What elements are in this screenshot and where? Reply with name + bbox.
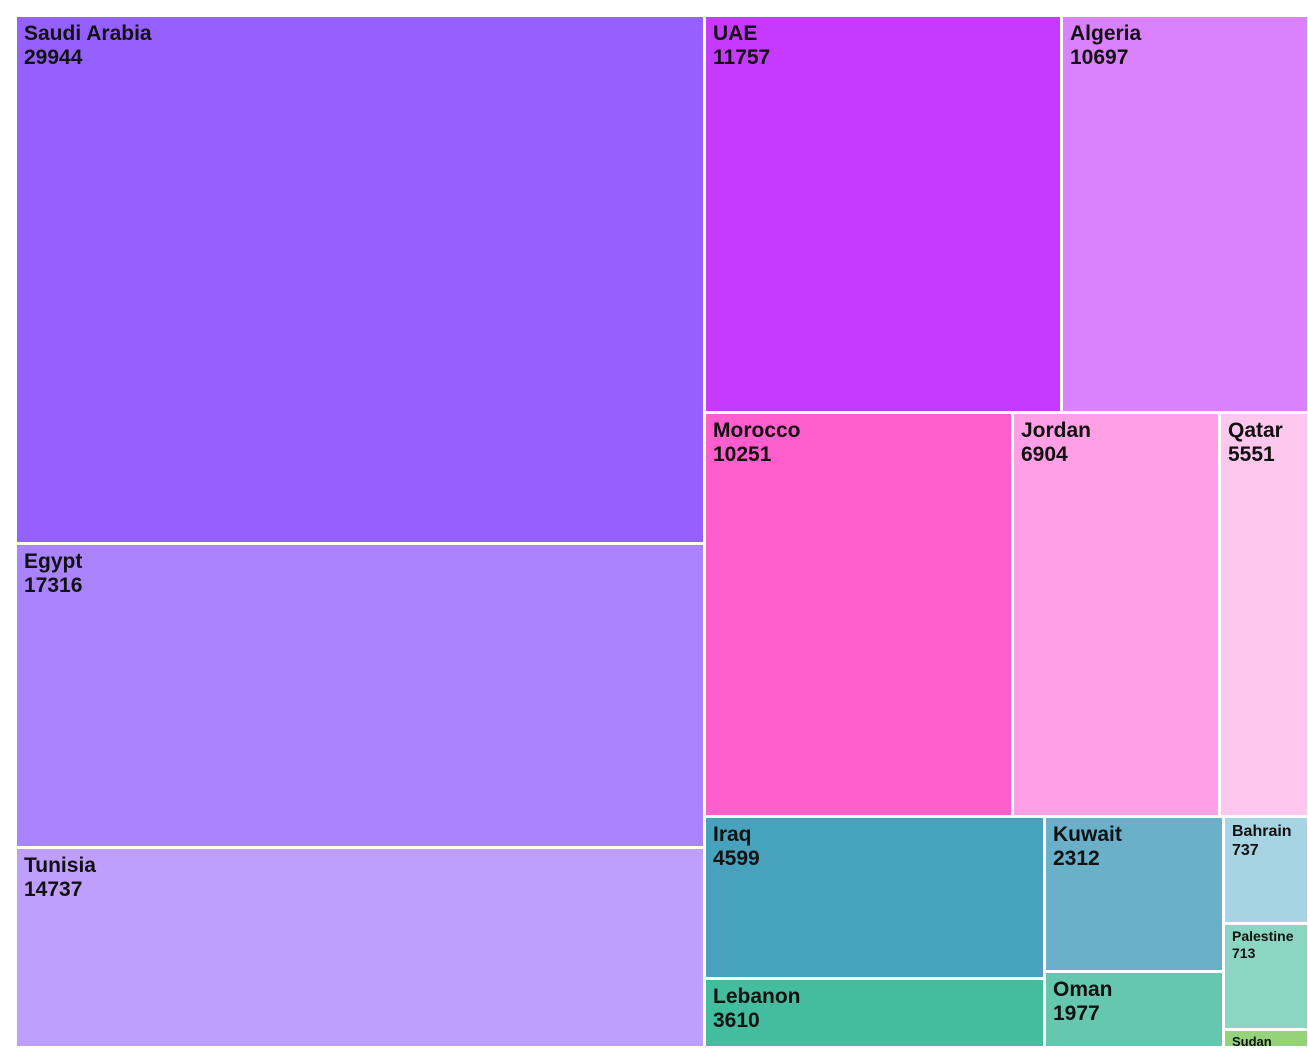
tile-kuwait — [1046, 818, 1222, 970]
tile-value-uae: 11757 — [713, 46, 770, 69]
tile-palestine — [1225, 925, 1307, 1028]
tile-sudan — [1225, 1031, 1307, 1046]
tile-label-bahrain: Bahrain — [1232, 823, 1292, 840]
tile-group-bahrain: Bahrain 737 — [1225, 818, 1307, 922]
tile-label-jordan: Jordan — [1021, 419, 1091, 442]
tile-value-qatar: 5551 — [1228, 443, 1275, 466]
tile-label-saudi-arabia: Saudi Arabia — [24, 22, 152, 45]
tile-jordan — [1014, 414, 1218, 815]
tile-algeria — [1063, 17, 1307, 411]
tile-oman — [1046, 973, 1222, 1046]
tile-label-iraq: Iraq — [713, 823, 752, 846]
tile-group-sudan: Sudan — [1225, 1031, 1307, 1049]
tile-label-tunisia: Tunisia — [24, 854, 96, 877]
tile-label-lebanon: Lebanon — [713, 985, 801, 1008]
tile-label-algeria: Algeria — [1070, 22, 1142, 45]
tile-label-morocco: Morocco — [713, 419, 801, 442]
tile-value-bahrain: 737 — [1232, 842, 1259, 859]
tile-label-egypt: Egypt — [24, 550, 82, 573]
tile-label-oman: Oman — [1053, 978, 1113, 1001]
tile-label-uae: UAE — [713, 22, 757, 45]
tile-bahrain — [1225, 818, 1307, 922]
tile-label-sudan: Sudan — [1232, 1034, 1272, 1049]
tile-value-saudi-arabia: 29944 — [24, 46, 83, 69]
tile-value-tunisia: 14737 — [24, 878, 82, 901]
tile-value-palestine: 713 — [1232, 945, 1256, 961]
tile-value-morocco: 10251 — [713, 443, 772, 466]
tile-label-qatar: Qatar — [1228, 419, 1283, 442]
tile-label-palestine: Palestine — [1232, 928, 1294, 944]
tile-value-lebanon: 3610 — [713, 1009, 760, 1032]
tile-label-kuwait: Kuwait — [1053, 823, 1122, 846]
tile-morocco — [706, 414, 1011, 815]
tile-qatar — [1221, 414, 1307, 815]
tile-lebanon — [706, 980, 1043, 1046]
tile-value-algeria: 10697 — [1070, 46, 1128, 69]
tile-value-iraq: 4599 — [713, 847, 760, 870]
tile-value-egypt: 17316 — [24, 574, 82, 597]
tile-value-jordan: 6904 — [1021, 443, 1068, 466]
tile-saudi-arabia — [17, 17, 703, 542]
tile-uae — [706, 17, 1060, 411]
tile-iraq — [706, 818, 1043, 977]
tile-value-oman: 1977 — [1053, 1002, 1100, 1025]
tile-value-kuwait: 2312 — [1053, 847, 1100, 870]
tile-tunisia — [17, 849, 703, 1046]
tile-egypt — [17, 545, 703, 846]
